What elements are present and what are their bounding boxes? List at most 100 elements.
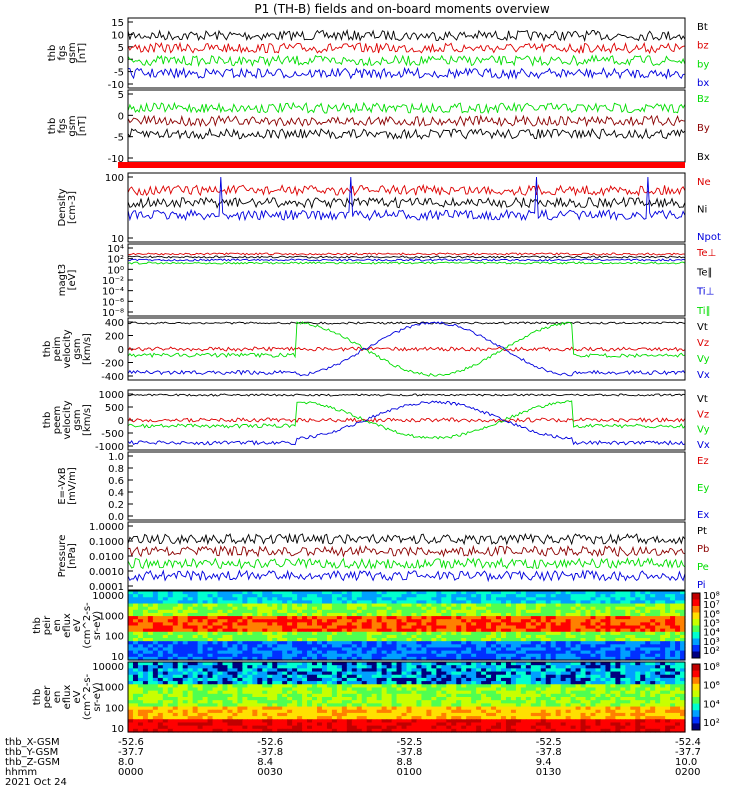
spectrogram-cell [520,647,527,652]
spectrogram-cell [665,693,671,698]
spectrogram-cell [426,690,432,695]
spectrogram-cell [486,668,492,673]
spectrogram-cell [237,638,243,642]
spectrogram-cell [585,681,592,685]
spectrogram-cell [645,665,651,669]
spectrogram-cell [660,693,666,698]
spectrogram-cell [252,631,258,636]
spectrogram-cell [371,603,378,608]
spectrogram-cell [575,709,582,714]
spectrogram-cell [391,722,398,727]
spectrogram-cell [356,603,363,608]
spectrogram-cell [640,641,646,645]
spectrogram-cell [222,687,229,692]
spectrogram-cell [615,677,621,682]
spectrogram-cell [162,725,169,730]
spectrogram-cell [262,681,268,685]
spectrogram-cell [411,609,418,614]
spectrogram-cell [137,606,144,611]
spectrogram-cell [525,700,532,704]
spectrogram-cell [446,703,452,708]
spectrogram-cell [431,674,437,679]
spectrogram-cell [525,656,532,661]
spectrogram-cell [580,719,587,724]
spectrogram-cell [655,612,661,617]
spectrogram-cell [282,656,288,661]
spectrogram-cell [257,677,263,682]
spectrogram-cell [336,616,343,620]
spectrogram-cell [297,606,303,611]
spectrogram-cell [441,681,447,685]
spectrogram-cell [376,671,383,676]
spectrogram-cell [157,709,164,714]
spectrogram-cell [570,690,577,695]
y-tick-label: 10⁻⁴ [102,287,124,298]
spectrogram-cell [625,600,631,605]
spectrogram-cell [610,638,616,642]
spectrogram-cell [257,687,263,692]
spectrogram-cell [570,681,577,685]
spectrogram-cell [162,597,169,602]
spectrogram-cell [456,693,462,698]
spectrogram-cell [630,719,636,724]
spectrogram-cell [545,700,552,704]
spectrogram-cell [545,644,552,649]
spectrogram-cell [401,709,408,714]
spectrogram-cell [217,681,224,685]
spectrogram-cell [152,693,159,698]
spectrogram-cell [207,665,214,669]
spectrogram-cell [297,591,303,595]
y-tick-label: 100 [105,632,124,643]
spectrogram-cell [132,725,139,730]
spectrogram-cell [172,619,179,623]
spectrogram-cell [625,712,631,717]
spectrogram-cell [505,631,512,636]
spectrogram-cell [451,612,457,617]
spectrogram-cell [500,594,507,598]
spectrogram-cell [227,697,234,701]
spectrogram-cell [436,665,442,669]
spectrogram-cell [640,619,646,623]
spectrogram-cell [530,653,537,658]
spectrogram-cell [660,703,666,708]
spectrogram-cell [331,671,338,676]
spectrogram-cell [645,712,651,717]
spectrogram-cell [386,719,393,724]
legend-entry: Vx [697,370,710,381]
spectrogram-cell [227,703,234,708]
spectrogram-cell [247,612,253,617]
spectrogram-cell [307,597,313,602]
spectrogram-cell [202,625,209,630]
spectrogram-cell [336,653,343,658]
spectrogram-cell [232,641,239,645]
spectrogram-cell [277,703,283,708]
spectrogram-cell [461,684,467,689]
spectrogram-cell [227,700,234,704]
spectrogram-cell [481,712,487,717]
spectrogram-cell [680,631,686,636]
spectrogram-cell [237,662,243,666]
spectrogram-cell [580,709,587,714]
spectrogram-cell [550,641,557,645]
spectrogram-cell [491,600,497,605]
spectrogram-cell [182,703,189,708]
spectrogram-cell [192,725,199,730]
spectrogram-cell [446,671,452,676]
spectrogram-cell [600,662,607,666]
spectrogram-cell [545,625,552,630]
spectrogram-cell [341,668,348,673]
spectrogram-cell [366,641,373,645]
spectrogram-cell [302,594,308,598]
spectrogram-cell [197,693,204,698]
spectrogram-cell [525,681,532,685]
spectrogram-cell [232,638,239,642]
spectrogram-cell [202,622,209,627]
spectrogram-cell [655,677,661,682]
spectrogram-cell [252,693,258,698]
spectrogram-cell [262,677,268,682]
spectrogram-cell [361,597,368,602]
spectrogram-cell [620,606,626,611]
y-tick-label: -5 [114,133,124,144]
spectrogram-cell [535,700,542,704]
